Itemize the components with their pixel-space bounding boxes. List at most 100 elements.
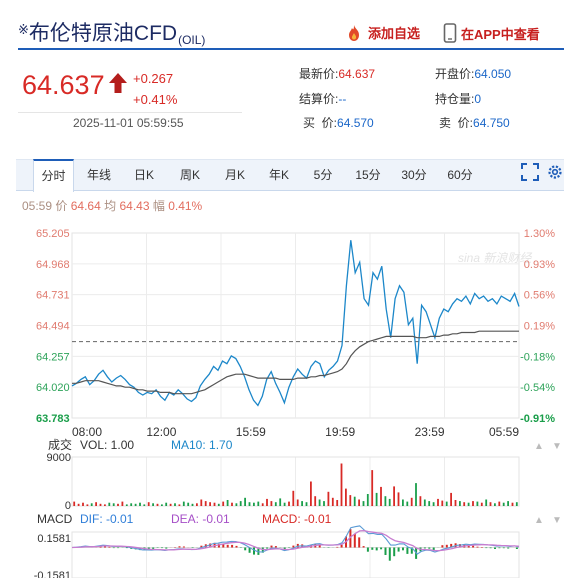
macd-bar xyxy=(209,543,212,548)
instrument-title: ※布伦特原油CFD(OIL) xyxy=(18,17,205,47)
volume-arrow-up: ▲ xyxy=(534,441,544,452)
macd-bar xyxy=(222,543,225,548)
macd-bar xyxy=(292,545,295,548)
main-plot-frame xyxy=(71,232,520,419)
volume-bar xyxy=(253,502,255,506)
volume-bar xyxy=(169,503,172,506)
volume-bar xyxy=(161,504,163,506)
volume-bar xyxy=(502,502,505,506)
tab-yearly-k[interactable]: 年K xyxy=(268,168,289,182)
volume-bar xyxy=(82,502,84,506)
volume-bar xyxy=(410,497,413,506)
macd-bar xyxy=(384,547,387,555)
macd-bar xyxy=(423,547,426,549)
ask-label: 卖 价: xyxy=(439,116,474,130)
macd-macd-value: MACD: -0.01 xyxy=(262,512,332,526)
tab-daily-k[interactable]: 日K xyxy=(133,168,154,182)
tab-30min[interactable]: 30分 xyxy=(401,168,427,182)
macd-bar xyxy=(441,545,444,548)
last-price: 64.637 xyxy=(22,70,105,100)
volume-bar xyxy=(515,502,518,506)
average-price-line xyxy=(72,330,519,395)
volume-bar xyxy=(358,499,360,506)
info-pct: 0.41% xyxy=(168,199,203,213)
macd-bar xyxy=(108,546,111,548)
price-tick-label: 64.257 xyxy=(36,351,70,363)
volume-bar xyxy=(248,502,251,506)
watermark: sina 新浪财经 xyxy=(458,251,533,265)
macd-bar xyxy=(82,546,85,548)
macd-bar xyxy=(336,546,339,548)
volume-bar xyxy=(134,503,137,506)
volume-bar xyxy=(104,504,106,506)
volume-bar xyxy=(187,502,190,506)
macd-bar xyxy=(362,546,365,548)
volume-bar xyxy=(95,502,97,506)
volume-bar xyxy=(463,502,466,506)
macd-bar xyxy=(296,543,299,548)
pct-tick-label: -0.54% xyxy=(520,382,555,394)
macd-dif-value: DIF: -0.01 xyxy=(80,512,134,526)
macd-bar xyxy=(459,544,461,548)
macd-bar xyxy=(366,547,369,552)
volume-bar xyxy=(244,497,246,506)
quote-divider xyxy=(18,112,242,113)
macd-dea-value: DEA: -0.01 xyxy=(171,512,230,526)
info-avg: 64.43 xyxy=(119,199,150,213)
macd-dif-line xyxy=(71,525,520,555)
tab-yearline[interactable]: 年线 xyxy=(86,168,111,182)
fullscreen-icon[interactable] xyxy=(521,163,539,181)
volume-bar xyxy=(156,503,159,506)
volume-bar xyxy=(143,504,146,506)
macd-bar xyxy=(476,546,479,548)
volume-bar xyxy=(437,498,439,506)
settle-label: 结算价: xyxy=(299,92,339,106)
volume-bar xyxy=(182,501,185,506)
volume-bar xyxy=(261,503,264,506)
add-favorite-button[interactable]: 添加自选 xyxy=(344,23,420,42)
info-time: 05:59 xyxy=(22,199,53,213)
volume-bar xyxy=(450,492,452,506)
title-mark: ※ xyxy=(18,22,29,37)
price-change-pct: +0.41% xyxy=(133,92,178,107)
settle-value: -- xyxy=(338,92,347,106)
tab-weekly-k[interactable]: 周K xyxy=(179,168,200,182)
volume-bar xyxy=(380,486,382,506)
volume-bar xyxy=(121,501,124,506)
volume-bar xyxy=(511,502,514,506)
price-change-block: +0.267 +0.41% xyxy=(133,68,177,110)
volume-bar xyxy=(331,497,334,506)
macd-min-tick: -0.1581 xyxy=(34,570,71,578)
gear-icon[interactable] xyxy=(546,163,564,181)
macd-bar xyxy=(112,547,115,549)
tab-60min[interactable]: 60分 xyxy=(447,168,473,182)
macd-bar xyxy=(502,547,505,549)
volume-bar xyxy=(362,501,365,506)
volume-zero-tick: 0 xyxy=(65,500,71,512)
macd-bar xyxy=(231,544,234,548)
macd-bar xyxy=(235,545,238,548)
pct-tick-label: -0.18% xyxy=(520,351,555,363)
volume-bar xyxy=(305,502,308,506)
volume-title: 成交 xyxy=(48,437,72,452)
volume-bar xyxy=(130,503,133,506)
volume-bar xyxy=(266,498,268,506)
pct-tick-label: 0.93% xyxy=(524,259,555,271)
open-in-app-button[interactable]: 在APP中查看 xyxy=(443,23,540,43)
volume-bar xyxy=(77,503,80,506)
volume-bar xyxy=(174,503,176,506)
volume-bar xyxy=(388,498,391,506)
x-tick-label: 23:59 xyxy=(415,425,445,439)
volume-bar xyxy=(257,501,260,506)
macd-bar xyxy=(266,547,269,549)
last-field: 最新价:64.637 xyxy=(299,65,375,82)
macd-bar xyxy=(130,547,133,549)
tab-15min[interactable]: 15分 xyxy=(355,168,381,182)
tab-monthly-k[interactable]: 月K xyxy=(224,168,245,182)
volume-bar xyxy=(314,496,317,506)
volume-bar xyxy=(274,502,277,506)
tab-5min[interactable]: 5分 xyxy=(313,168,333,182)
tab-intraday[interactable]: 分时 xyxy=(33,159,74,192)
price-tick-label: 64.968 xyxy=(36,259,70,271)
macd-bar xyxy=(314,544,317,548)
